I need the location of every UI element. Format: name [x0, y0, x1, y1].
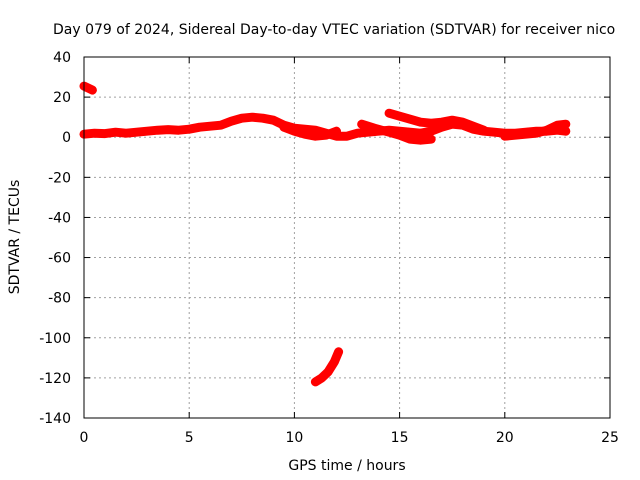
data-point [395, 112, 404, 121]
data-point [334, 347, 343, 356]
y-tick-labels: 40 20 0 -20 -40 -60 -80 -100 -120 -140 [39, 50, 71, 427]
data-point [458, 118, 467, 127]
data-point [343, 132, 351, 141]
data-point [174, 126, 183, 135]
data-point [427, 135, 436, 144]
data-point [153, 126, 162, 135]
data-point [416, 118, 425, 127]
x-tick-label: 25 [601, 430, 619, 446]
y-tick-label: -20 [48, 170, 71, 186]
data-point [395, 131, 404, 140]
data-point [311, 377, 320, 386]
data-point [500, 132, 509, 141]
data-point [185, 125, 194, 134]
data-point [511, 131, 520, 140]
data-point [227, 117, 236, 126]
data-point [122, 129, 131, 138]
y-axis-label: SDTVAR / TECUs [7, 180, 23, 295]
series-start-offset [79, 81, 97, 95]
y-tick-label: -80 [48, 291, 71, 307]
data-point [406, 135, 415, 144]
data-point [353, 129, 362, 138]
data-point [532, 129, 541, 138]
data-point [406, 115, 415, 124]
data-point [553, 121, 562, 130]
data-point [370, 124, 379, 133]
data-point [332, 127, 341, 136]
data-point [279, 123, 288, 132]
data-point [84, 84, 93, 93]
data-point [143, 127, 152, 136]
series-late-segment [500, 119, 571, 141]
y-tick-label: -120 [39, 371, 71, 387]
y-tick-label: -60 [48, 251, 71, 267]
series-trace [384, 108, 489, 135]
data-point [490, 128, 499, 137]
data-point [437, 118, 446, 127]
y-tick-label: -140 [39, 411, 71, 427]
x-tick-label: 10 [285, 430, 303, 446]
data-point [216, 121, 225, 130]
data-point [321, 131, 330, 140]
data-point [258, 114, 267, 123]
data-points [79, 81, 571, 387]
series-lower-arc [279, 122, 341, 141]
data-point [416, 136, 425, 145]
data-point [448, 116, 457, 125]
data-point [88, 86, 97, 95]
x-tick-label: 0 [80, 430, 89, 446]
x-tick-label: 15 [391, 430, 409, 446]
x-tick-label: 20 [496, 430, 514, 446]
y-tick-label: -40 [48, 210, 71, 226]
data-point [542, 126, 551, 135]
x-axis-label: GPS time / hours [288, 458, 405, 474]
data-point [324, 367, 333, 376]
x-tick-labels: 0 5 10 15 20 25 [80, 430, 619, 446]
data-point [90, 129, 99, 138]
data-point [132, 128, 141, 137]
data-point [164, 125, 173, 134]
data-point [479, 126, 488, 135]
y-tick-label: 40 [53, 50, 71, 66]
data-point [300, 130, 309, 139]
data-point [269, 116, 278, 125]
data-point [427, 127, 436, 136]
y-tick-label: 20 [53, 90, 71, 106]
data-point [385, 128, 394, 137]
y-tick-label: -100 [39, 331, 71, 347]
data-point [317, 373, 326, 382]
data-point [385, 109, 394, 118]
y-tick-label: 0 [62, 130, 71, 146]
data-point [111, 128, 120, 137]
axis-ticks [83, 56, 611, 419]
series-dip-segment [357, 119, 436, 145]
data-point [290, 127, 299, 136]
data-point [101, 129, 110, 138]
x-tick-label: 5 [185, 430, 194, 446]
data-point [521, 130, 530, 139]
series-outlier-arc [310, 347, 344, 387]
chart-title: Day 079 of 2024, Sidereal Day-to-day VTE… [53, 22, 615, 38]
series-upper-arc [384, 108, 489, 135]
data-point [237, 114, 246, 123]
data-point [195, 123, 204, 132]
data-point [206, 122, 215, 131]
grid [84, 57, 610, 418]
data-point [469, 122, 478, 131]
data-point [427, 119, 436, 128]
data-point [330, 357, 339, 366]
plot-frame [83, 56, 611, 419]
data-point [561, 120, 570, 129]
data-point [311, 132, 320, 141]
data-point [248, 113, 257, 122]
data-point [357, 120, 366, 129]
